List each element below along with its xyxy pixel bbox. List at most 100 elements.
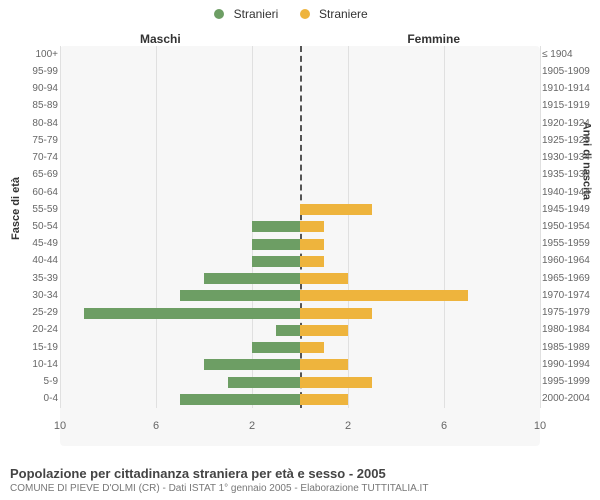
chart-title: Popolazione per cittadinanza straniera p… — [10, 466, 590, 481]
pyramid-row — [60, 167, 540, 184]
y-label-age: 85-89 — [2, 101, 58, 111]
y-label-birth: 1930-1934 — [542, 153, 598, 163]
population-pyramid-chart: Stranieri Straniere Maschi Femmine Fasce… — [0, 0, 600, 500]
pyramid-row — [60, 80, 540, 97]
legend: Stranieri Straniere — [0, 6, 600, 21]
y-label-age: 60-64 — [2, 188, 58, 198]
y-label-birth: 1995-1999 — [542, 377, 598, 387]
y-label-birth: 1925-1929 — [542, 136, 598, 146]
pyramid-row — [60, 374, 540, 391]
y-label-birth: 1975-1979 — [542, 308, 598, 318]
bar-male — [84, 308, 300, 319]
legend-swatch-female — [300, 9, 310, 19]
bar-male — [252, 342, 300, 353]
pyramid-row — [60, 270, 540, 287]
pyramid-row — [60, 46, 540, 63]
legend-label-female: Straniere — [319, 7, 368, 21]
pyramid-row — [60, 184, 540, 201]
y-label-age: 45-49 — [2, 239, 58, 249]
y-label-age: 90-94 — [2, 84, 58, 94]
y-label-age: 35-39 — [2, 274, 58, 284]
y-label-age: 0-4 — [2, 394, 58, 404]
y-label-age: 55-59 — [2, 205, 58, 215]
bar-female — [300, 256, 324, 267]
pyramid-row — [60, 115, 540, 132]
bar-female — [300, 239, 324, 250]
y-label-birth: 1965-1969 — [542, 274, 598, 284]
bar-female — [300, 342, 324, 353]
pyramid-row — [60, 63, 540, 80]
bar-male — [204, 273, 300, 284]
y-label-age: 10-14 — [2, 360, 58, 370]
grid-line — [540, 46, 541, 408]
y-label-age: 70-74 — [2, 153, 58, 163]
legend-swatch-male — [214, 9, 224, 19]
y-label-age: 20-24 — [2, 325, 58, 335]
y-label-age: 50-54 — [2, 222, 58, 232]
y-label-age: 65-69 — [2, 170, 58, 180]
pyramid-row — [60, 391, 540, 408]
y-label-age: 100+ — [2, 50, 58, 60]
y-label-birth: 1915-1919 — [542, 101, 598, 111]
bar-female — [300, 221, 324, 232]
y-label-age: 15-19 — [2, 343, 58, 353]
bar-male — [276, 325, 300, 336]
y-label-birth: 1905-1909 — [542, 67, 598, 77]
bar-female — [300, 308, 372, 319]
y-label-birth: 1955-1959 — [542, 239, 598, 249]
y-label-birth: 1950-1954 — [542, 222, 598, 232]
pyramid-row — [60, 98, 540, 115]
y-label-birth: ≤ 1904 — [542, 50, 598, 60]
pyramid-row — [60, 132, 540, 149]
y-label-birth: 1920-1924 — [542, 119, 598, 129]
bar-female — [300, 359, 348, 370]
bar-male — [204, 359, 300, 370]
x-tick-label: 6 — [441, 420, 447, 432]
bar-female — [300, 273, 348, 284]
header-female: Femmine — [407, 32, 460, 46]
y-label-birth: 1940-1944 — [542, 188, 598, 198]
bar-female — [300, 204, 372, 215]
pyramid-row — [60, 339, 540, 356]
y-label-birth: 1910-1914 — [542, 84, 598, 94]
plot-area: 10622610 — [60, 46, 540, 446]
pyramid-row — [60, 201, 540, 218]
y-label-birth: 1935-1939 — [542, 170, 598, 180]
header-male: Maschi — [140, 32, 181, 46]
x-tick-label: 6 — [153, 420, 159, 432]
y-label-birth: 1960-1964 — [542, 256, 598, 266]
y-label-birth: 1985-1989 — [542, 343, 598, 353]
chart-footer: Popolazione per cittadinanza straniera p… — [10, 466, 590, 494]
y-label-birth: 1990-1994 — [542, 360, 598, 370]
y-label-age: 30-34 — [2, 291, 58, 301]
y-label-age: 75-79 — [2, 136, 58, 146]
y-label-birth: 2000-2004 — [542, 394, 598, 404]
x-tick-label: 10 — [54, 420, 66, 432]
pyramid-row — [60, 218, 540, 235]
bar-male — [252, 221, 300, 232]
bar-female — [300, 290, 468, 301]
y-label-age: 95-99 — [2, 67, 58, 77]
y-label-birth: 1970-1974 — [542, 291, 598, 301]
x-tick-label: 2 — [249, 420, 255, 432]
pyramid-row — [60, 253, 540, 270]
y-label-birth: 1945-1949 — [542, 205, 598, 215]
legend-label-male: Stranieri — [234, 7, 279, 21]
x-tick-label: 2 — [345, 420, 351, 432]
x-tick-label: 10 — [534, 420, 546, 432]
pyramid-row — [60, 236, 540, 253]
chart-subtitle: COMUNE DI PIEVE D'OLMI (CR) - Dati ISTAT… — [10, 483, 590, 494]
bar-female — [300, 377, 372, 388]
pyramid-row — [60, 287, 540, 304]
y-label-age: 25-29 — [2, 308, 58, 318]
y-label-age: 40-44 — [2, 256, 58, 266]
pyramid-row — [60, 305, 540, 322]
bar-male — [180, 394, 300, 405]
bar-male — [252, 256, 300, 267]
bar-male — [228, 377, 300, 388]
bar-male — [180, 290, 300, 301]
pyramid-row — [60, 322, 540, 339]
bar-female — [300, 325, 348, 336]
y-label-age: 5-9 — [2, 377, 58, 387]
y-label-birth: 1980-1984 — [542, 325, 598, 335]
